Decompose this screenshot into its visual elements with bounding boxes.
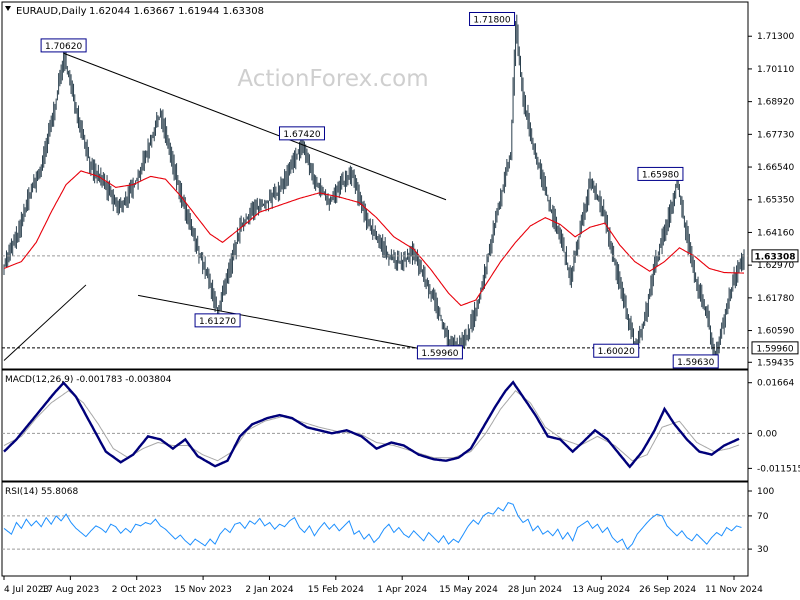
annotation-box xyxy=(593,343,640,358)
macd-y-axis: 0.01664 0.00 -0.011515 xyxy=(748,379,800,474)
rsi-y-tick-label: 100 xyxy=(757,487,774,497)
macd-y-tick-label: 0.01664 xyxy=(757,379,794,389)
annotation-label: 1.59960 xyxy=(421,349,458,359)
macd-panel: MACD(12,26,9) -0.001783 -0.003804 0.0166… xyxy=(1,369,800,482)
annotation-label: 1.60020 xyxy=(598,347,635,357)
price-y-tick-label: 1.68920 xyxy=(757,98,794,108)
price-panel-frame xyxy=(1,1,749,370)
x-tick-label: 15 Nov 2023 xyxy=(174,585,232,595)
macd-signal-line xyxy=(3,389,740,462)
price-tag-box xyxy=(751,249,799,263)
price-y-tick-label: 1.71300 xyxy=(757,32,794,42)
macd-panel-frame xyxy=(1,369,749,482)
chart-header: EURAUD,Daily 1.62044 1.63667 1.61944 1.6… xyxy=(5,6,264,17)
price-y-tick-label: 1.66540 xyxy=(757,163,794,173)
annotation-box xyxy=(469,11,516,26)
macd-main-line xyxy=(3,380,740,469)
annotation-label: 1.65980 xyxy=(642,170,679,180)
x-tick-label: 1 Apr 2024 xyxy=(377,585,427,595)
rsi-panel-frame xyxy=(1,481,749,577)
rsi-y-tick-label: 30 xyxy=(757,545,769,555)
header-ohlc: 1.62044 1.63667 1.61944 1.63308 xyxy=(89,6,264,17)
rsi-panel: RSI(14) 55.8068 100 70 30 xyxy=(1,481,774,577)
price-bars xyxy=(3,14,745,362)
x-tick-label: 13 Aug 2024 xyxy=(572,585,630,595)
price-y-tick-label: 1.59435 xyxy=(757,358,794,368)
annotation-box xyxy=(194,313,241,328)
header-title: EURAUD,Daily xyxy=(16,6,87,17)
price-y-tick-label: 1.70110 xyxy=(757,65,794,75)
annotation-label: 1.59630 xyxy=(677,358,714,368)
price-tag-label: 1.63308 xyxy=(755,252,796,262)
annotation-box xyxy=(637,166,684,181)
x-tick-label: 17 Aug 2023 xyxy=(42,585,100,595)
x-tick-label: 26 Sep 2024 xyxy=(639,585,696,595)
annotation-box xyxy=(278,126,325,141)
price-panel: 1.70620 1.67420 1.61270 1.59960 1.71800 1.659… xyxy=(1,1,799,370)
price-y-tick-label: 1.67730 xyxy=(757,130,794,140)
price-tag-box xyxy=(751,341,799,355)
annotation-label: 1.70620 xyxy=(45,42,82,52)
macd-y-tick-label: 0.00 xyxy=(757,429,777,439)
annotation-box xyxy=(40,38,87,53)
x-tick-label: 4 Jul 2023 xyxy=(4,585,49,595)
x-tick-label: 11 Nov 2024 xyxy=(705,585,763,595)
header-triangle-icon xyxy=(5,6,11,11)
price-y-axis: 1.71300 1.70110 1.68920 1.67730 1.66540 1.653… xyxy=(748,32,794,368)
annotation-box xyxy=(672,354,719,369)
x-tick-label: 2 Oct 2023 xyxy=(112,585,162,595)
rsi-y-axis: 100 70 30 xyxy=(748,487,774,555)
macd-legend: MACD(12,26,9) -0.001783 -0.003804 xyxy=(5,375,172,385)
macd-y-tick-label: -0.011515 xyxy=(757,464,800,474)
price-y-tick-label: 1.65350 xyxy=(757,196,794,206)
price-annotations: 1.70620 1.67420 1.61270 1.59960 1.71800 1.659… xyxy=(40,11,719,369)
x-tick-label: 15 May 2024 xyxy=(439,585,498,595)
annotation-label: 1.71800 xyxy=(473,15,510,25)
rsi-y-tick-label: 70 xyxy=(757,512,769,522)
rsi-legend: RSI(14) 55.8068 xyxy=(5,487,78,497)
watermark: ActionForex.com xyxy=(237,66,428,92)
annotation-label: 1.61270 xyxy=(199,317,236,327)
x-tick-label: 2 Jan 2024 xyxy=(245,585,293,595)
price-y-tick-label: 1.60590 xyxy=(757,327,794,337)
trendline xyxy=(138,294,454,356)
x-tick-label: 28 Jun 2024 xyxy=(508,585,562,595)
rsi-line xyxy=(3,501,742,550)
price-y-tick-label: 1.62970 xyxy=(757,261,794,271)
x-tick-label: 15 Feb 2024 xyxy=(308,585,364,595)
price-y-tick-label: 1.64160 xyxy=(757,228,794,238)
price-tag-label: 1.59960 xyxy=(756,344,793,354)
price-tags: 1.63308 1.59960 xyxy=(751,249,799,355)
annotation-label: 1.67420 xyxy=(283,130,320,140)
annotation-box xyxy=(416,345,463,360)
moving-average-line xyxy=(3,170,744,307)
trendline xyxy=(63,52,447,201)
price-y-tick-label: 1.61780 xyxy=(757,294,794,304)
